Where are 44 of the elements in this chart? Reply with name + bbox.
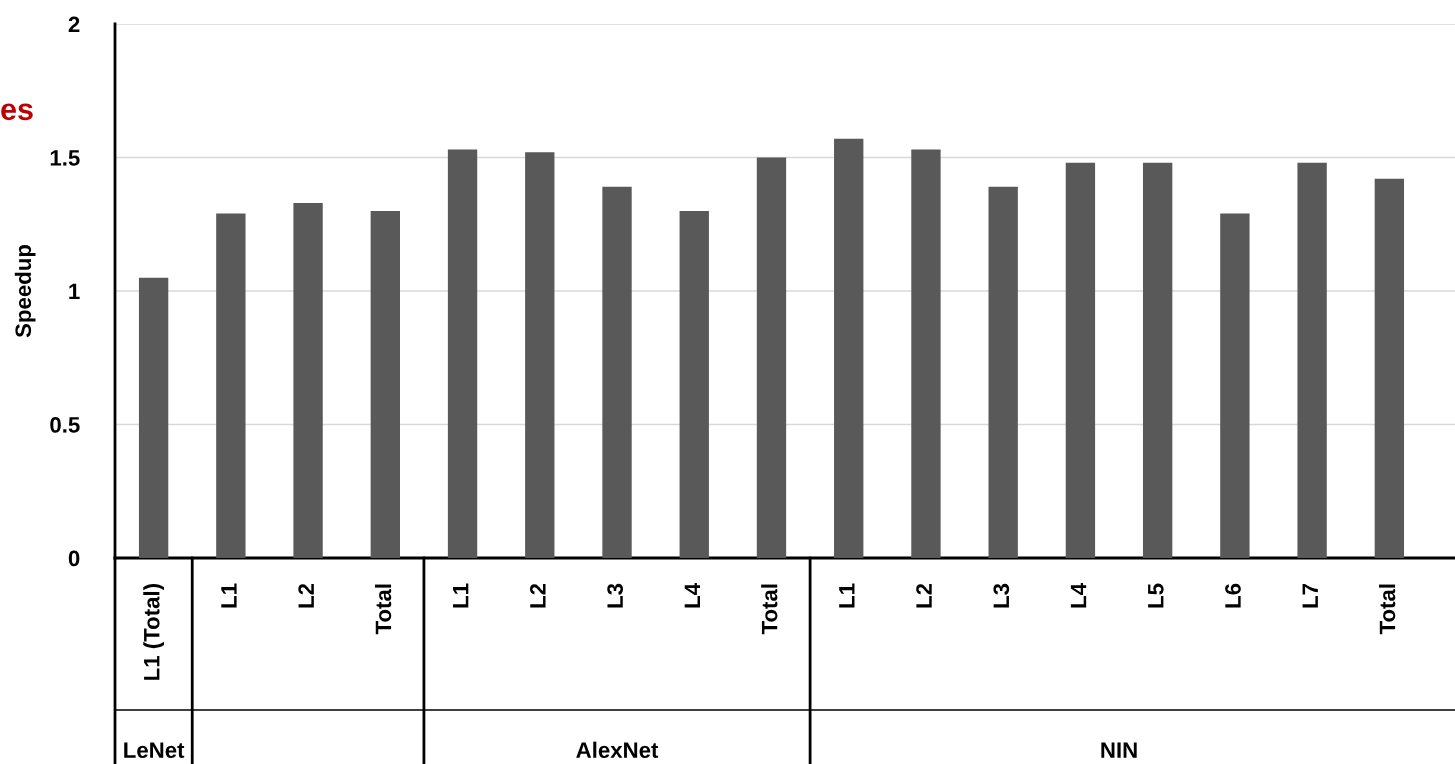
bar [293, 202, 323, 558]
bar [911, 149, 941, 558]
x-tick-label: L3 [607, 583, 624, 608]
x-tick-label: L4 [1070, 583, 1087, 608]
text: LeNet [124, 742, 185, 758]
bar [447, 149, 478, 558]
bar [370, 210, 400, 558]
x-tick-label: L2 [916, 583, 932, 608]
text: es [1, 103, 33, 121]
text: NIN [1101, 742, 1137, 758]
bar [216, 213, 246, 558]
x-tick-label: L7 [1302, 583, 1318, 608]
x-tick-label: L2 [530, 583, 546, 608]
y-tick-label: 0 [68, 550, 80, 567]
text: AlexNet [576, 741, 659, 758]
x-tick-label: Total [374, 584, 392, 635]
bar [756, 157, 787, 558]
x-tick-label: L6 [1225, 583, 1241, 608]
bar [1297, 162, 1327, 558]
y-tick-label: 2 [68, 16, 80, 33]
bar [679, 210, 709, 558]
y-tick-label: 0.5 [50, 417, 80, 433]
bar [138, 277, 169, 558]
y-tick-label: 1 [69, 283, 80, 300]
bar [1374, 178, 1405, 558]
bar [602, 186, 632, 558]
x-tick-label: L1 [839, 583, 855, 608]
x-tick-label: L1 (Total) [143, 584, 164, 680]
bar [1220, 213, 1250, 558]
x-tick-label: L4 [684, 583, 700, 608]
x-tick-label: L1 [221, 583, 237, 608]
bar [1142, 162, 1173, 558]
bar [988, 186, 1018, 558]
x-tick-label: Total [761, 584, 778, 635]
x-tick-label: L3 [993, 583, 1010, 608]
x-tick-label: L5 [1148, 583, 1164, 608]
bar [525, 152, 555, 558]
x-tick-label: L1 [453, 583, 469, 608]
y-axis-title: Speedup [14, 244, 36, 338]
y-tick-label: 1.5 [50, 150, 80, 166]
bar [834, 138, 864, 558]
bar [1065, 162, 1096, 558]
x-tick-label: L2 [298, 583, 314, 608]
x-tick-label: Total [1378, 584, 1396, 635]
